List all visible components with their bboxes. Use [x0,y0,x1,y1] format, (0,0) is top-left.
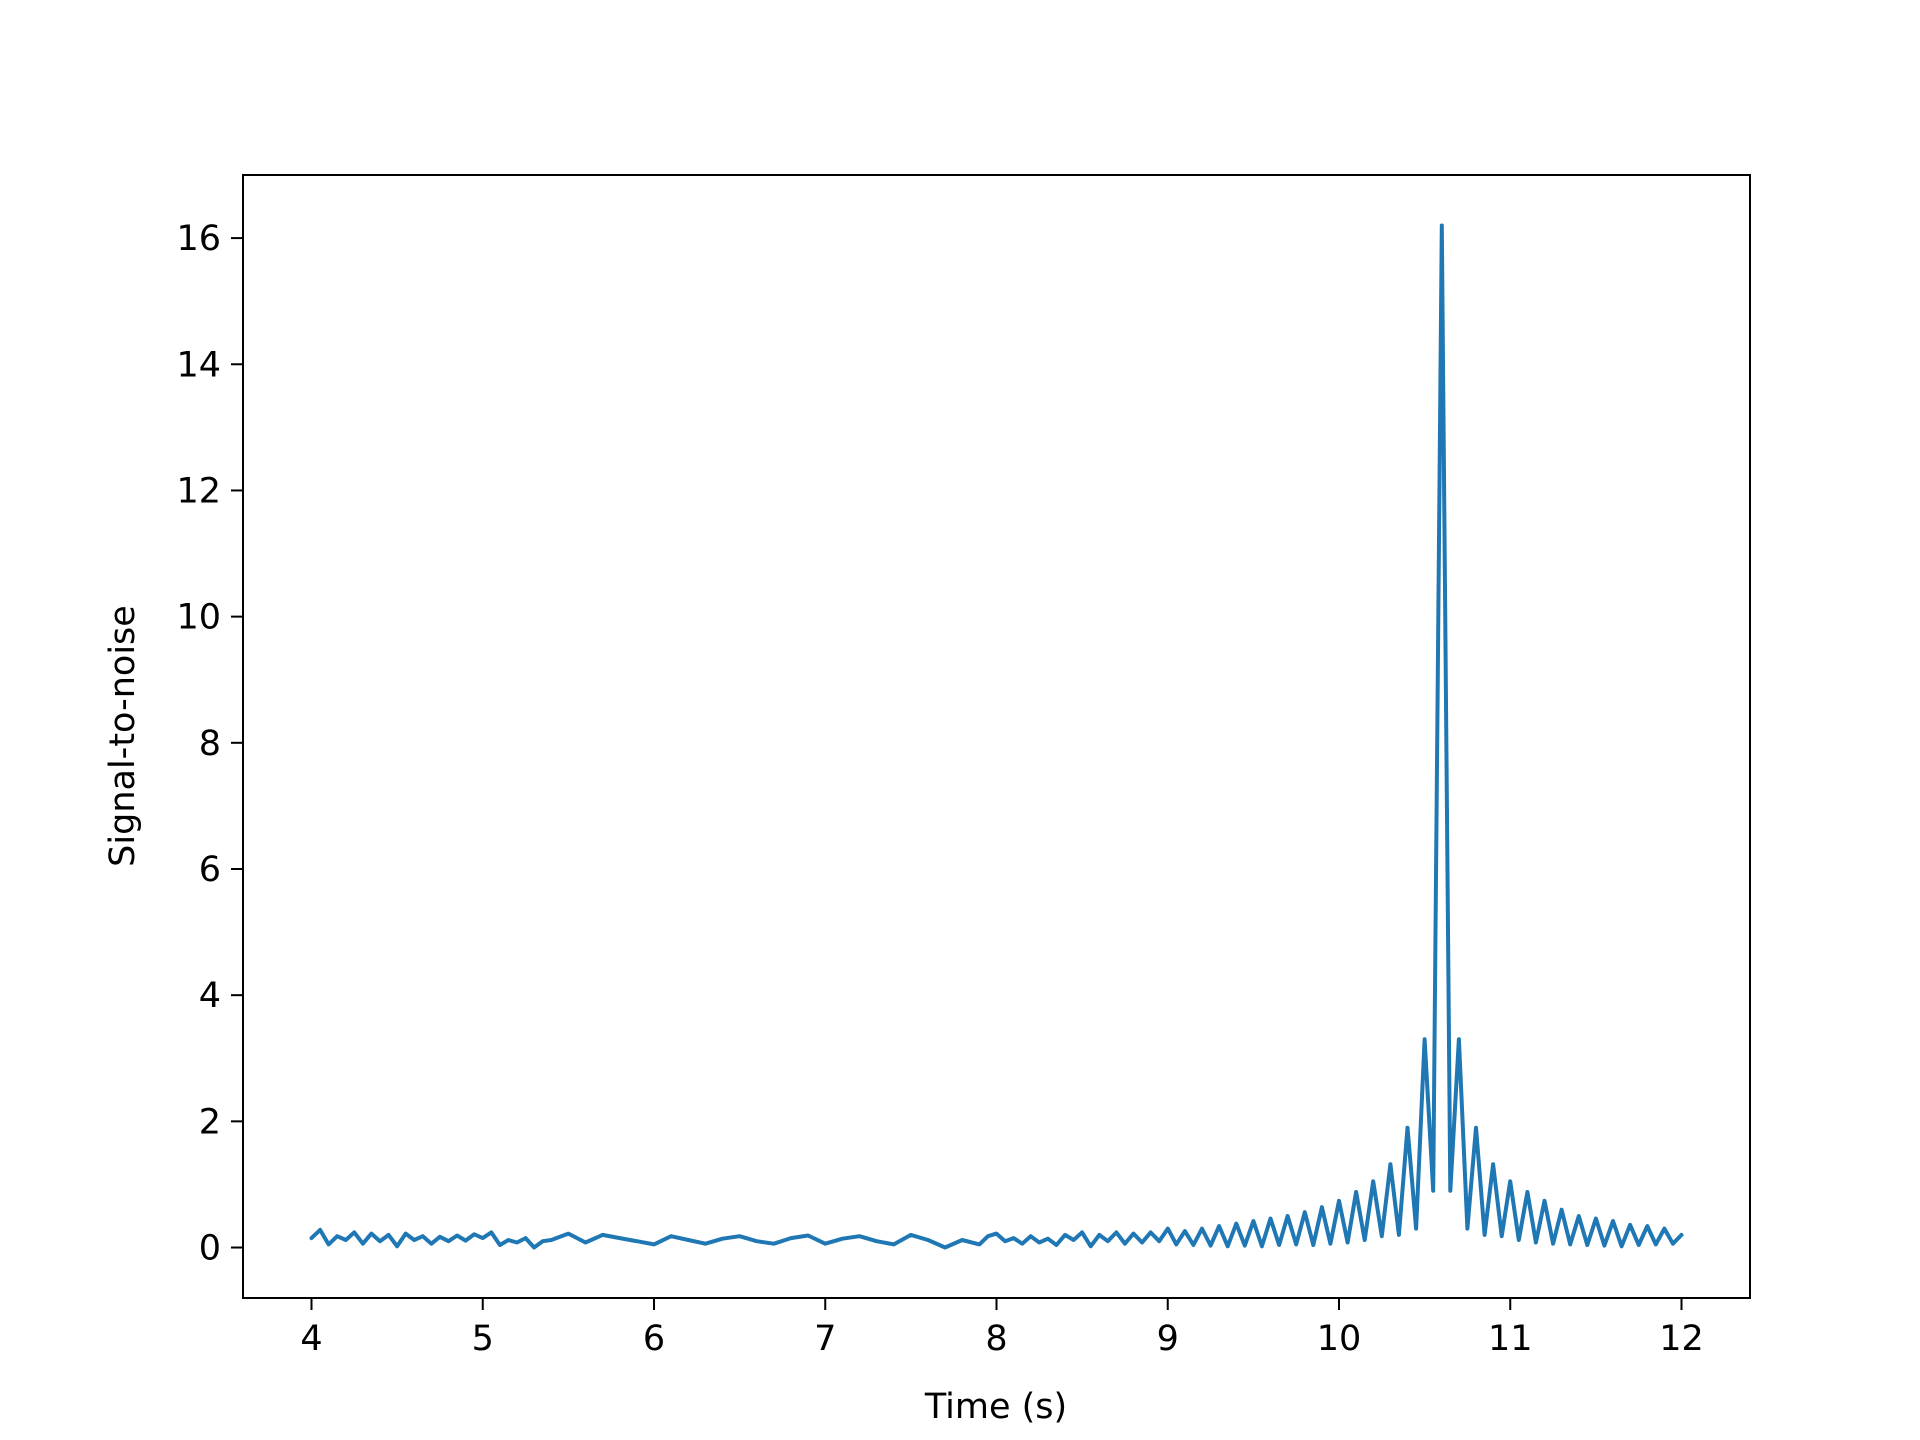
x-tick-label: 4 [300,1319,322,1359]
x-tick-label: 9 [1157,1319,1179,1359]
y-tick-label: 12 [176,471,221,511]
x-tick-label: 7 [814,1319,836,1359]
x-tick-label: 5 [472,1319,494,1359]
y-tick-label: 8 [199,724,221,764]
y-axis-title: Signal-to-noise [103,605,143,867]
x-axis-ticks: 4 5 6 7 8 9 10 11 12 [300,1298,1704,1359]
series-line-0 [309,223,1684,1250]
x-tick-label: 11 [1488,1319,1533,1359]
y-tick-label: 4 [199,976,221,1016]
y-tick-label: 16 [176,219,221,259]
y-tick-label: 2 [199,1102,221,1142]
y-tick-label: 6 [199,850,221,890]
x-tick-label: 12 [1659,1319,1704,1359]
y-tick-label: 0 [199,1229,221,1269]
x-tick-label: 8 [985,1319,1007,1359]
x-tick-label: 6 [643,1319,665,1359]
x-axis-title: Time (s) [924,1387,1067,1427]
axes-frame [242,174,1751,1299]
x-tick-label: 10 [1317,1319,1362,1359]
y-axis-ticks: 0 2 4 6 8 10 12 14 16 [176,219,243,1269]
y-tick-label: 14 [176,345,221,385]
plot-area [309,223,1684,1250]
y-tick-label: 10 [176,598,221,638]
